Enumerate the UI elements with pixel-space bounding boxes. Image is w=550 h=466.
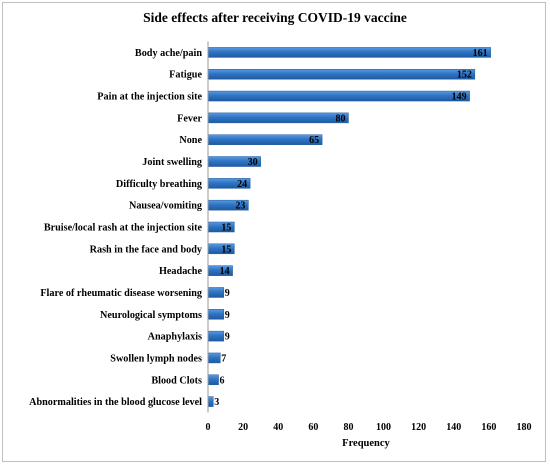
x-tick-labels: 0 20 40 60 80 100 120 140 160 180 bbox=[206, 422, 532, 433]
data-label: 9 bbox=[225, 288, 230, 299]
data-label: 30 bbox=[248, 157, 258, 168]
category-label: Fatigue bbox=[169, 70, 202, 81]
data-label: 65 bbox=[309, 135, 319, 146]
x-tick-label: 160 bbox=[481, 422, 496, 433]
category-label: Pain at the injection site bbox=[97, 92, 202, 103]
category-label: Anaphylaxis bbox=[148, 332, 202, 343]
chart-title: Side effects after receiving COVID-19 va… bbox=[143, 10, 407, 25]
x-axis-label: Frequency bbox=[342, 438, 390, 449]
category-label: Flare of rheumatic disease worsening bbox=[40, 288, 202, 299]
category-label: Difficulty breathing bbox=[116, 179, 202, 190]
data-label: 80 bbox=[335, 113, 345, 124]
data-label: 161 bbox=[473, 48, 488, 59]
bar bbox=[207, 287, 225, 298]
category-label: Blood Clots bbox=[151, 375, 202, 386]
x-tick-label: 80 bbox=[343, 422, 353, 433]
category-label: Bruise/local rash at the injection site bbox=[44, 223, 203, 234]
category-label: Body ache/pain bbox=[135, 48, 202, 59]
bar bbox=[207, 68, 476, 80]
data-label: 9 bbox=[225, 310, 230, 321]
category-labels: Body ache/pain Fatigue Pain at the injecti… bbox=[29, 48, 202, 408]
data-label: 3 bbox=[214, 397, 219, 408]
bar bbox=[207, 112, 349, 124]
data-label: 152 bbox=[457, 70, 472, 81]
x-tick-label: 20 bbox=[238, 422, 248, 433]
x-tick-label: 100 bbox=[376, 422, 391, 433]
category-label: None bbox=[179, 135, 202, 146]
bar bbox=[207, 47, 491, 58]
bar bbox=[207, 352, 221, 364]
category-label: Neurological symptoms bbox=[100, 310, 202, 321]
category-label: Nausea/vomiting bbox=[129, 201, 202, 212]
data-label: 9 bbox=[225, 332, 230, 343]
bar bbox=[207, 374, 219, 386]
category-label: Joint swelling bbox=[142, 157, 202, 168]
data-label: 15 bbox=[221, 223, 231, 234]
data-label: 15 bbox=[221, 244, 231, 255]
category-label: Rash in the face and body bbox=[90, 244, 202, 255]
x-tick-label: 0 bbox=[206, 422, 211, 433]
x-tick-label: 140 bbox=[446, 422, 461, 433]
bar bbox=[207, 330, 225, 342]
category-label: Swollen lymph nodes bbox=[110, 353, 202, 364]
bar bbox=[207, 309, 225, 320]
data-label: 149 bbox=[452, 92, 467, 103]
x-tick-label: 120 bbox=[411, 422, 426, 433]
data-label: 14 bbox=[220, 266, 230, 277]
category-label: Headache bbox=[159, 266, 202, 277]
category-label: Fever bbox=[177, 113, 202, 124]
category-label: Abnormalities in the blood glucose level bbox=[29, 397, 202, 408]
data-label: 7 bbox=[221, 353, 226, 364]
data-label: 24 bbox=[237, 179, 247, 190]
x-tick-label: 60 bbox=[308, 422, 318, 433]
x-tick-label: 40 bbox=[273, 422, 283, 433]
data-label: 23 bbox=[235, 201, 245, 212]
bar-series bbox=[207, 47, 491, 407]
bar bbox=[207, 396, 214, 407]
bar bbox=[207, 90, 470, 102]
data-label: 6 bbox=[220, 375, 225, 386]
bar bbox=[207, 134, 323, 145]
x-tick-label: 180 bbox=[517, 422, 532, 433]
